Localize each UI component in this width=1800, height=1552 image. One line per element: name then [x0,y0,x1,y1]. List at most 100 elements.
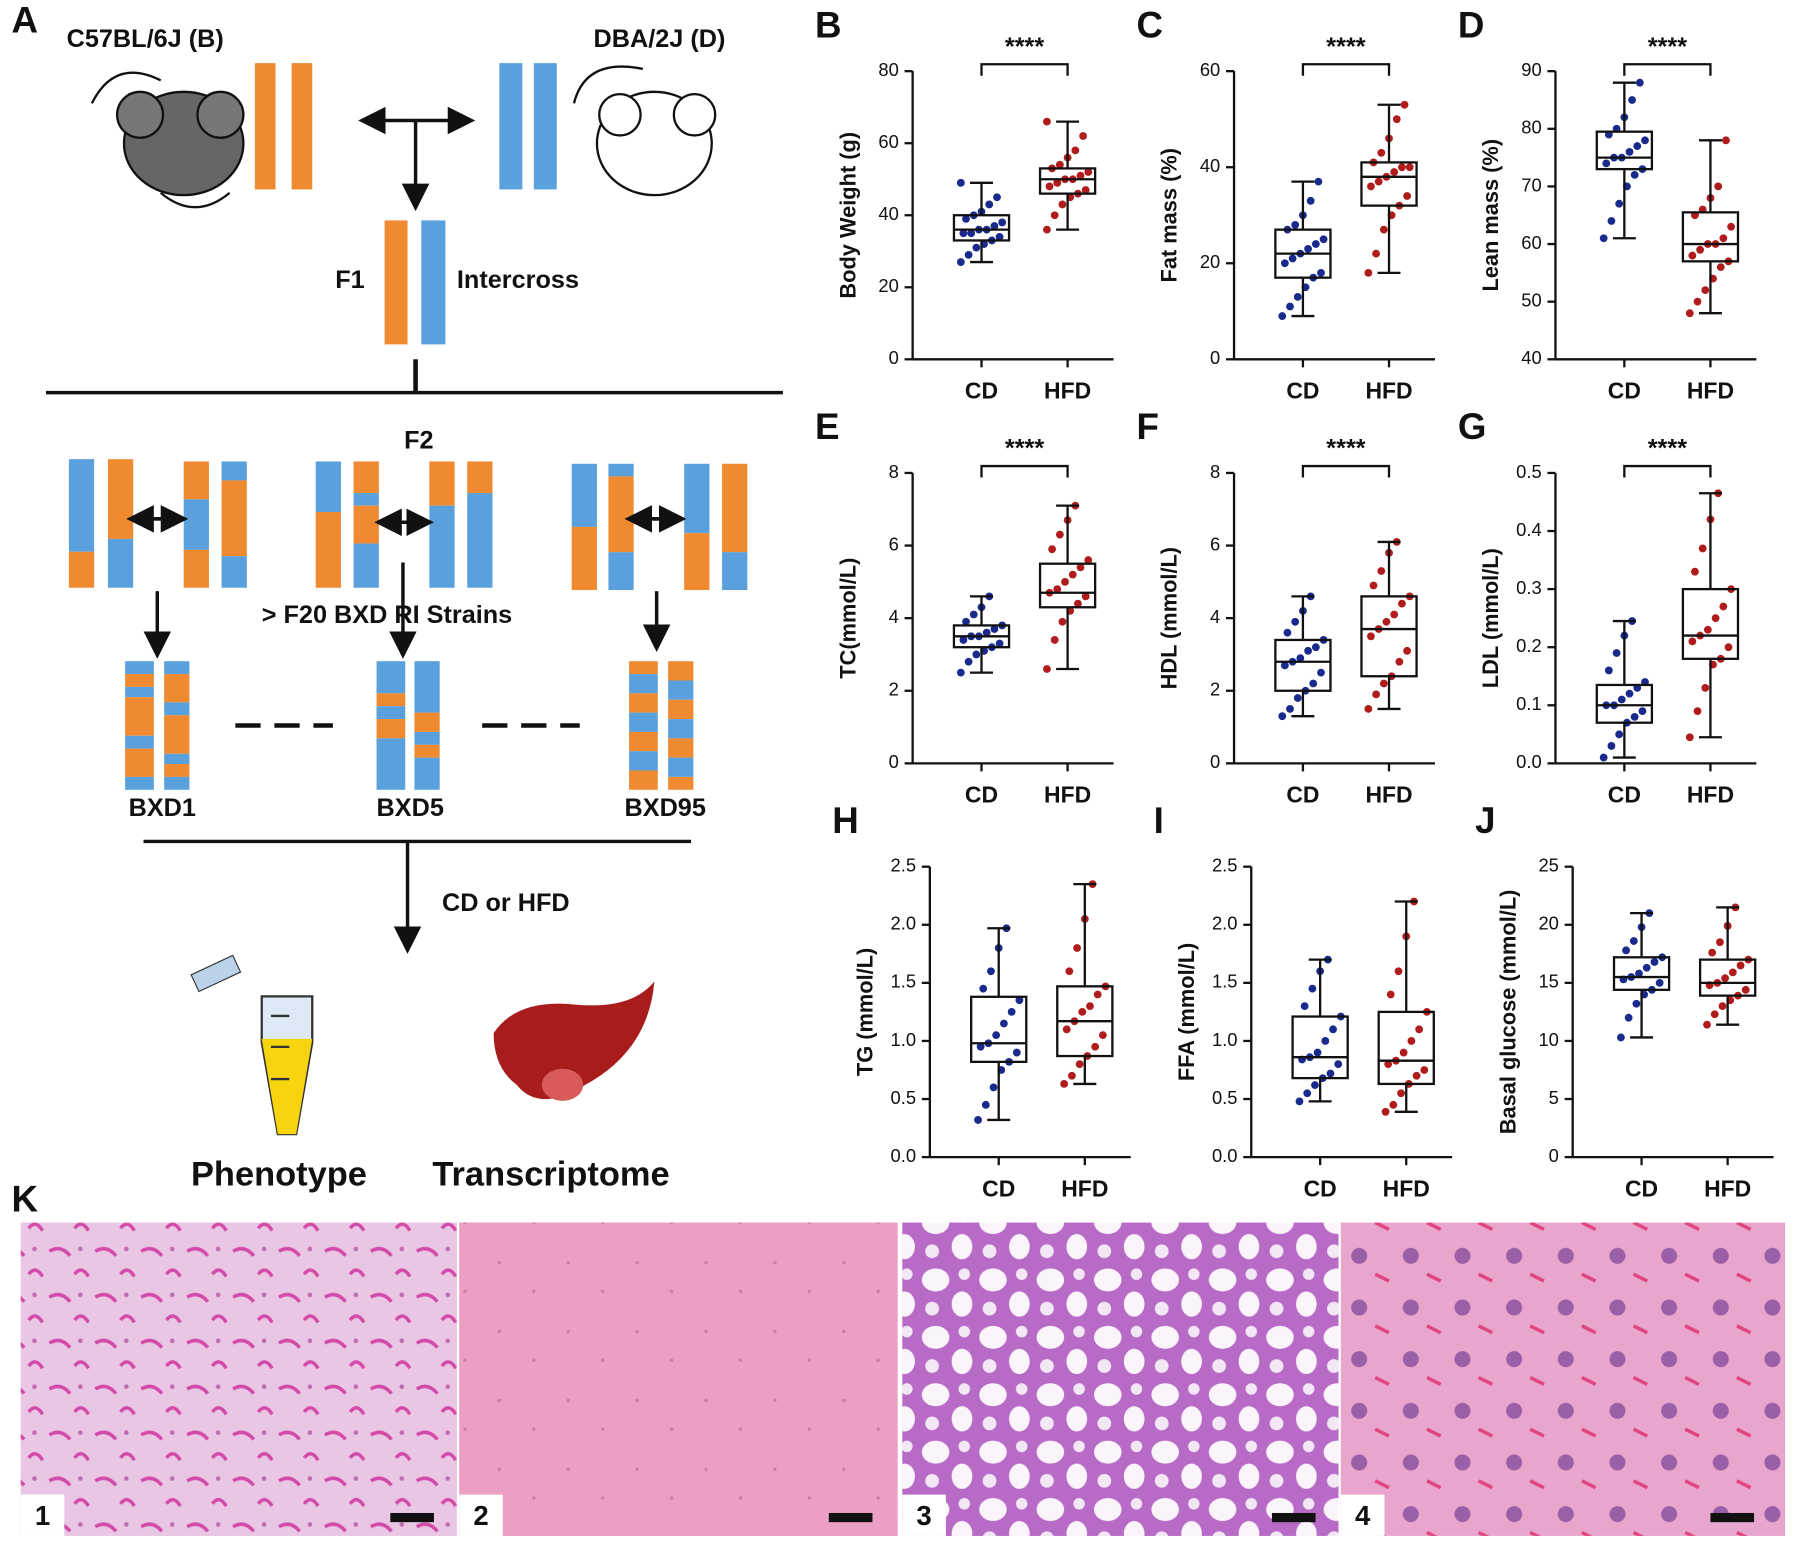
y-tick-label: 0 [1210,751,1220,772]
data-point [1400,100,1409,109]
data-point [1633,142,1642,150]
data-point [1714,182,1723,191]
label-box [902,1494,946,1536]
data-point [1696,245,1705,254]
f2-label: F2 [404,427,433,455]
scale-bar [828,1512,873,1523]
data-point [1722,136,1730,145]
data-point [1369,581,1378,590]
x-tick-label: HFD [1365,378,1412,404]
chromosome-segment [668,699,694,720]
x-tick-label: CD [965,782,998,808]
data-point [1278,712,1287,721]
data-point [1067,1071,1076,1080]
data-point [1055,530,1064,539]
significance-bracket [1301,63,1391,76]
data-point [1319,235,1328,244]
chromosome-segment [668,719,694,739]
box [1038,167,1097,195]
data-point [1716,938,1724,947]
data-point [1602,159,1611,168]
image-label: 2 [473,1500,488,1531]
box [1274,638,1332,692]
data-point [1693,707,1702,715]
data-point [962,214,970,223]
data-point [1084,556,1093,564]
data-point [1698,544,1707,553]
data-point [1741,985,1750,994]
significance-label: **** [1326,33,1365,61]
data-point [1719,234,1728,243]
chromosome-segment [608,476,634,553]
chromosome-segment [722,463,748,553]
data-point [1685,309,1694,318]
data-point [992,1031,1001,1040]
chromosome-segment [164,702,190,716]
data-point [1398,163,1406,172]
parent-label: C57BL/6J (B) [67,25,224,53]
y-tick-label: 10 [1538,1029,1558,1050]
data-point [959,636,968,644]
data-point [1390,168,1399,176]
data-point [974,1116,982,1124]
data-point [1309,679,1318,688]
chromosome-segment [183,549,209,588]
y-tick-label: 4 [1210,606,1220,627]
data-point [1012,1048,1021,1057]
data-point [1058,617,1067,626]
data-point [1058,200,1067,209]
data-point [1071,146,1080,155]
panel-label: A [12,0,39,41]
data-point [1625,689,1634,698]
data-point [964,250,973,259]
data-point [972,650,981,659]
chromosome [533,63,557,190]
data-point [1313,1048,1322,1057]
data-point [1286,705,1294,713]
data-point [1295,1097,1304,1106]
scale-bar [1710,1512,1755,1523]
data-point [1612,649,1621,657]
data-point [1293,292,1302,301]
data-point [1708,948,1717,957]
image-label: 1 [35,1500,50,1531]
chromosome-segment [629,712,658,732]
chromosome-segment [221,461,247,481]
f1-label: F1 [335,266,364,294]
data-point [1615,199,1624,208]
chromosome-segment [376,661,406,694]
data-point [1291,220,1300,229]
data-point [1701,683,1710,692]
data-point [1364,705,1373,713]
box [1038,562,1097,609]
label-box [1340,1494,1385,1536]
y-axis-label: Fat mass (%) [1157,148,1182,282]
data-point [1377,148,1386,157]
chromosome-segment [629,731,658,752]
x-tick-label: HFD [1704,1175,1751,1201]
chromosome [499,63,523,190]
box [1681,587,1740,660]
micrograph [20,1222,457,1536]
y-tick-label: 2.5 [891,855,917,876]
data-point [1098,1031,1107,1040]
chromosome-segment [414,757,440,790]
data-point [990,222,999,230]
y-tick-label: 40 [878,203,898,224]
panel-label: C [1136,4,1163,45]
chromosome-segment [164,661,190,675]
data-point [1635,969,1643,978]
data-point [979,984,988,993]
data-point [1703,625,1712,634]
data-point [1043,225,1051,234]
chromosome-segment [125,661,154,675]
chromosome-segment [414,731,440,745]
data-point [969,610,978,619]
data-point [972,243,981,252]
data-point [1374,177,1383,186]
y-axis-label: FFA (mmol/L) [1174,943,1199,1081]
data-point [1727,222,1736,231]
data-point [1607,742,1616,750]
